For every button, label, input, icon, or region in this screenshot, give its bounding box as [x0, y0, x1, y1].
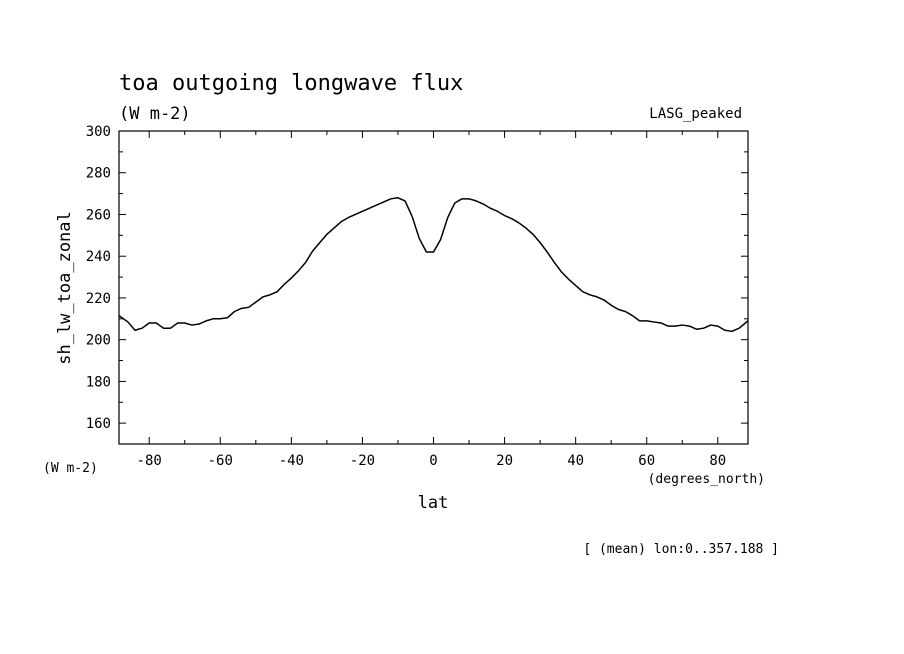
x-tick-label: -20 [350, 453, 375, 469]
footnote: [ (mean) lon:0..357.188 ] [583, 542, 779, 557]
y-tick-label: 300 [86, 124, 111, 140]
y-tick-label: 240 [86, 249, 111, 265]
y-tick-label: 280 [86, 166, 111, 182]
y-units-label: (W m-2) [43, 461, 98, 476]
y-tick-label: 160 [86, 416, 111, 432]
x-tick-label: 40 [567, 453, 584, 469]
y-tick-label: 260 [86, 207, 111, 223]
series-line [118, 197, 749, 333]
x-axis: -80 -60 -40 -20 0 20 40 60 80 [137, 131, 726, 469]
x-tick-label: -60 [208, 453, 233, 469]
chart-subtitle: (W m-2) [119, 104, 191, 124]
y-tick-label: 180 [86, 374, 111, 390]
x-axis-label: lat [418, 493, 449, 513]
x-tick-label: 20 [496, 453, 513, 469]
x-tick-label: 0 [429, 453, 437, 469]
x-tick-label: 80 [709, 453, 726, 469]
x-tick-label: 60 [638, 453, 655, 469]
y-axis: 160 180 200 220 240 260 280 300 [86, 124, 748, 432]
y-tick-label: 200 [86, 333, 111, 349]
plot-frame [118, 130, 749, 445]
y-tick-label: 220 [86, 291, 111, 307]
x-units-label: (degrees_north) [648, 472, 765, 487]
model-label: LASG_peaked [649, 106, 742, 122]
chart-title: toa outgoing longwave flux [119, 71, 463, 96]
y-axis-label: sh_lw_toa_zonal [55, 211, 75, 365]
x-tick-label: -80 [137, 453, 162, 469]
x-tick-label: -40 [279, 453, 304, 469]
